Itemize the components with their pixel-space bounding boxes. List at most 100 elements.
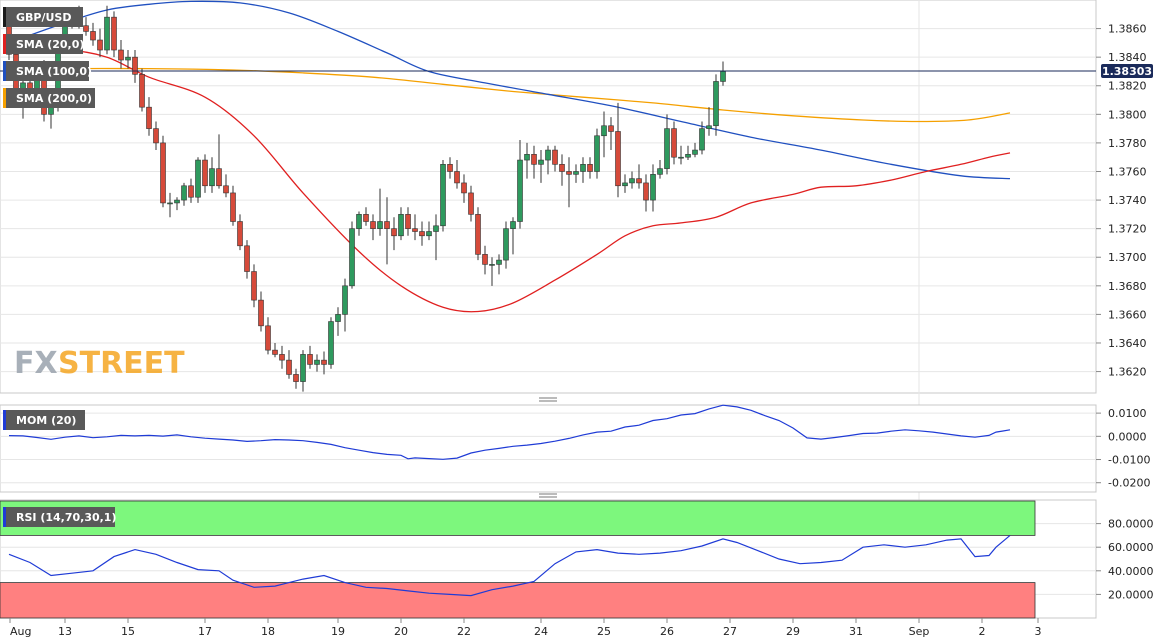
- legend-label: SMA (100,0): [16, 65, 92, 78]
- candle: [573, 164, 579, 183]
- candle-body: [608, 125, 614, 132]
- legend-item-bg: [3, 61, 89, 81]
- candle: [587, 157, 593, 179]
- candle-body: [706, 125, 712, 129]
- momentum-line: [8, 404, 1011, 460]
- sma-200-line: [8, 67, 1011, 123]
- candle: [538, 150, 544, 183]
- candle: [615, 102, 621, 198]
- main-y-axis: 1.3620 1.3640 1.3660 1.3680 1.3700 1.3720 1.37…: [1096, 23, 1147, 379]
- candle-body: [174, 199, 180, 204]
- main-y-tick-label: 1.3660: [1108, 308, 1147, 321]
- x-tick-label: 18: [261, 625, 275, 638]
- candle-body: [503, 228, 509, 261]
- candle: [699, 121, 705, 155]
- candle-body: [426, 231, 432, 237]
- candle: [468, 185, 474, 222]
- candle-body: [468, 192, 474, 215]
- x-tick-label: 3: [1035, 625, 1042, 638]
- candle-body: [699, 128, 705, 151]
- candle: [251, 264, 257, 308]
- candle: [692, 142, 698, 158]
- candle: [510, 217, 516, 255]
- x-tick-label: 31: [849, 625, 863, 638]
- candle-body: [636, 178, 642, 184]
- panel-splitter-2[interactable]: [539, 493, 557, 498]
- candle-body: [48, 106, 54, 115]
- candle: [713, 74, 719, 136]
- candle: [188, 178, 194, 203]
- candle: [293, 368, 299, 389]
- candle-body: [545, 149, 551, 161]
- mom-y-tick-label: 0.0100: [1108, 407, 1147, 420]
- candle: [139, 68, 145, 112]
- candle: [475, 207, 481, 261]
- candle: [517, 140, 523, 229]
- candle: [489, 257, 495, 286]
- rsi-legend-bg: [3, 507, 115, 527]
- candle: [643, 174, 649, 212]
- candle: [111, 11, 117, 58]
- candle-body: [328, 321, 334, 365]
- candle: [559, 154, 565, 186]
- candle-body: [314, 359, 320, 365]
- candle-body: [650, 174, 656, 201]
- x-tick-label: 24: [534, 625, 548, 638]
- candle-body: [195, 159, 201, 198]
- candle-body: [559, 164, 565, 172]
- candle-body: [349, 228, 355, 287]
- candle: [153, 121, 159, 151]
- mom-path: [8, 404, 1011, 460]
- candle-body: [244, 245, 250, 272]
- candle-body: [664, 128, 670, 169]
- candle-body: [384, 221, 390, 229]
- candle: [629, 171, 635, 189]
- candle-body: [615, 131, 621, 187]
- candle-body: [202, 159, 208, 187]
- candle: [342, 278, 348, 332]
- candle-body: [153, 128, 159, 144]
- candle: [706, 107, 712, 136]
- x-tick-label: Sep: [909, 625, 930, 638]
- candle-body: [216, 168, 222, 187]
- sma-20-path: [8, 48, 1011, 313]
- candle-body: [307, 354, 313, 365]
- candle-body: [433, 225, 439, 232]
- candle: [237, 214, 243, 251]
- candle: [594, 128, 600, 179]
- mom-legend: MOM (20): [3, 410, 85, 430]
- mom-legend-label: MOM (20): [16, 414, 76, 427]
- candle: [363, 207, 369, 226]
- candle-body: [496, 259, 502, 265]
- candle: [307, 345, 313, 369]
- main-y-tick-label: 1.3860: [1108, 23, 1147, 36]
- panel-splitter-1[interactable]: [539, 397, 557, 402]
- candle: [244, 240, 250, 279]
- candle: [454, 160, 460, 189]
- candle-body: [524, 154, 530, 161]
- candle: [524, 142, 530, 179]
- candle: [272, 342, 278, 358]
- candle-body: [566, 171, 572, 175]
- main-y-tick-label: 1.3720: [1108, 223, 1147, 236]
- rsi-y-tick-label: 40.0000: [1108, 565, 1154, 578]
- x-tick-label: 19: [331, 625, 345, 638]
- legend: GBP/USD SMA (20,0) SMA (100,0) SMA (200,0): [3, 7, 95, 108]
- rsi-y-tick-label: 80.0000: [1108, 518, 1154, 531]
- candle: [300, 350, 306, 392]
- candle: [531, 145, 537, 179]
- price-tag-bg: [1101, 64, 1153, 79]
- sma-200-path: [8, 67, 1011, 123]
- candle: [608, 117, 614, 151]
- candle: [216, 134, 222, 189]
- candle: [552, 145, 558, 172]
- candle-body: [475, 214, 481, 255]
- rsi-oversold-zone: [0, 582, 1036, 619]
- candle-body: [405, 214, 411, 229]
- candle-body: [531, 154, 537, 165]
- candle-body: [419, 231, 425, 237]
- candle-body: [356, 214, 362, 229]
- rsi-y-tick-label: 20.0000: [1108, 588, 1154, 601]
- candle: [97, 28, 103, 58]
- candle-body: [692, 149, 698, 155]
